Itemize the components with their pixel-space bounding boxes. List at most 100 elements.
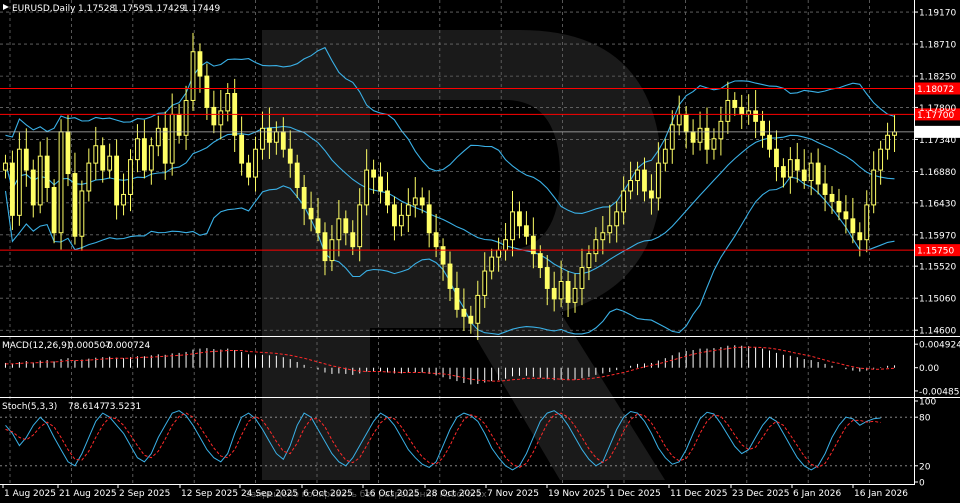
candle-bullish xyxy=(183,99,189,136)
macd-y-tick-label: 0.00 xyxy=(919,364,939,374)
y-tick-label: 1.15060 xyxy=(919,295,956,305)
candle-bullish xyxy=(579,267,585,289)
chart-header-arrow-icon xyxy=(3,4,9,10)
candle-bullish xyxy=(135,138,140,161)
candle-bearish xyxy=(239,134,245,164)
last-price-box xyxy=(915,125,960,138)
candle-bearish xyxy=(343,218,349,234)
candle-bearish xyxy=(301,186,307,209)
macd-y-tick-label: -0.004859 xyxy=(919,387,960,397)
level-label: 1.15750 xyxy=(917,247,954,257)
candle-bearish xyxy=(454,287,460,310)
macd-value-1: 0.000507 xyxy=(68,341,111,351)
x-tick-label: 24 Sep 2025 xyxy=(241,489,298,499)
candle-bearish xyxy=(836,200,842,213)
candle-bullish xyxy=(586,253,592,269)
candle-bullish xyxy=(225,93,231,112)
candle-bearish xyxy=(760,120,765,136)
candle-bearish xyxy=(732,99,738,108)
candle-bullish xyxy=(864,204,870,241)
candle-bearish xyxy=(211,106,217,126)
x-tick-label: 7 Nov 2025 xyxy=(487,489,539,499)
candle-bearish xyxy=(753,110,759,122)
x-tick-label: 12 Sep 2025 xyxy=(181,489,238,499)
candle-bullish xyxy=(593,239,599,255)
stoch-value-1: 78.6147 xyxy=(68,402,105,412)
candle-bearish xyxy=(850,218,856,234)
x-tick-label: 28 Oct 2025 xyxy=(426,489,482,499)
candle-bearish xyxy=(350,232,356,248)
candle-bearish xyxy=(829,193,835,202)
stoch-value-2: 73.5231 xyxy=(104,402,141,412)
candle-bullish xyxy=(58,131,64,234)
candle-bullish xyxy=(697,127,703,143)
y-tick-label: 1.17800 xyxy=(919,104,956,114)
candle-bearish xyxy=(565,280,571,303)
candle-bearish xyxy=(114,155,120,206)
horizontal-levels: 1.18072 1.17700 1.15750 1.17449 xyxy=(0,82,960,257)
symbol-title: EURUSD,Daily xyxy=(12,4,76,14)
stoch-y-tick-label: 0 xyxy=(919,479,925,489)
candle-bullish xyxy=(607,225,613,234)
stoch-y-tick-label: 20 xyxy=(919,462,931,472)
ohlc-high: 1.17595 xyxy=(113,4,150,14)
candle-bullish xyxy=(475,294,481,324)
candle-bearish xyxy=(197,51,203,77)
candle-bullish xyxy=(190,51,196,101)
candle-bullish xyxy=(155,127,161,147)
macd-signal-line xyxy=(5,346,895,382)
candle-bullish xyxy=(398,214,404,227)
candle-bullish xyxy=(482,270,488,296)
y-tick-label: 1.16430 xyxy=(919,199,956,209)
candle-bullish xyxy=(871,169,877,206)
candle-bullish xyxy=(336,218,342,241)
candle-bearish xyxy=(100,145,106,171)
candle-bullish xyxy=(16,148,22,216)
candle-bearish xyxy=(468,315,474,324)
watermark-text: Запрещено копировать без разрешения Robo… xyxy=(245,490,487,500)
stoch-main-line xyxy=(5,410,881,471)
candle-bullish xyxy=(412,197,418,206)
macd-panel: 0.004924 0.00 -0.004859 xyxy=(4,341,960,397)
candle-bearish xyxy=(704,127,710,150)
x-tick-label: 1 Dec 2025 xyxy=(609,489,661,499)
level-label-box xyxy=(915,108,960,121)
candle-bearish xyxy=(385,190,390,206)
candle-bearish xyxy=(767,134,772,150)
candle-bullish xyxy=(510,211,515,241)
candle-bearish xyxy=(392,204,397,227)
candle-bearish xyxy=(517,211,522,227)
candle-bullish xyxy=(892,131,897,136)
y-tick-label: 1.15520 xyxy=(919,263,956,273)
level-label-box xyxy=(915,244,960,257)
candle-bullish xyxy=(364,169,370,206)
level-label: 1.18072 xyxy=(917,85,954,95)
candle-bullish xyxy=(107,155,113,171)
stoch-y-tick-label: 80 xyxy=(919,414,931,424)
candle-bearish xyxy=(10,162,15,216)
candle-bearish xyxy=(246,162,251,178)
candle-bearish xyxy=(843,211,849,220)
level-label: 1.17700 xyxy=(917,111,954,121)
y-tick-label: 1.18250 xyxy=(919,73,956,83)
candle-bearish xyxy=(280,131,286,150)
candle-bearish xyxy=(440,246,446,265)
candle-bearish xyxy=(649,190,654,199)
x-tick-label: 19 Nov 2025 xyxy=(548,489,606,499)
candle-bearish xyxy=(426,204,432,234)
last-price-label: 1.17449 xyxy=(917,128,954,138)
candle-bullish xyxy=(273,131,279,143)
candle-bullish xyxy=(621,190,627,213)
candle-bullish xyxy=(253,148,258,178)
candle-bearish xyxy=(433,232,439,248)
candle-bearish xyxy=(322,232,328,262)
candle-bullish xyxy=(669,124,675,150)
candle-bullish xyxy=(260,127,265,150)
candle-bullish xyxy=(357,204,363,248)
candle-bullish xyxy=(558,280,564,300)
y-tick-label: 1.15970 xyxy=(919,231,956,241)
macd-title: MACD(12,26,9) xyxy=(2,341,70,351)
candle-bullish xyxy=(676,113,682,126)
candle-bearish xyxy=(65,131,71,175)
candle-bearish xyxy=(551,287,557,300)
